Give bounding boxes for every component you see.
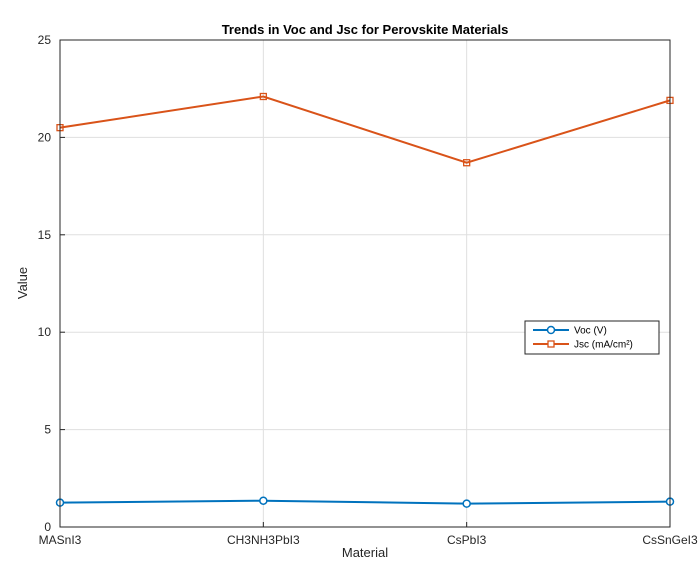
legend: Voc (V) Jsc (mA/cm²) bbox=[524, 320, 660, 355]
y-tick-label: 0 bbox=[44, 520, 51, 534]
legend-label: Jsc (mA/cm²) bbox=[574, 340, 633, 351]
x-tick-label: CsPbI3 bbox=[447, 533, 487, 547]
legend-entries: Voc (V) Jsc (mA/cm²) bbox=[533, 326, 633, 351]
data-point-square bbox=[463, 159, 471, 167]
y-tick-label: 20 bbox=[38, 130, 52, 144]
data-point-circle bbox=[462, 499, 471, 508]
plot-area bbox=[60, 40, 670, 527]
plot-border bbox=[59, 39, 671, 528]
x-tick-label: CH3NH3PbI3 bbox=[227, 533, 300, 547]
y-tick-label: 25 bbox=[38, 33, 52, 47]
y-tick-label: 15 bbox=[38, 228, 52, 242]
x-axis-label: Material bbox=[342, 545, 388, 560]
legend-box bbox=[524, 320, 660, 355]
y-axis-ticks: 0 5 10 15 20 25 bbox=[38, 33, 65, 534]
data-point-square bbox=[259, 92, 267, 101]
series-line-0 bbox=[59, 499, 671, 505]
chart-title: Trends in Voc and Jsc for Perovskite Mat… bbox=[222, 22, 509, 37]
x-axis-ticks: MASnI3 CH3NH3PbI3 CsPbI3 CsSnGeI3 bbox=[39, 522, 698, 547]
legend-label: Voc (V) bbox=[574, 326, 607, 337]
series-line-1 bbox=[59, 95, 671, 164]
y-axis-label: Value bbox=[15, 267, 30, 299]
x-tick-label: MASnI3 bbox=[39, 533, 82, 547]
legend-marker-square bbox=[547, 340, 555, 348]
grid-lines bbox=[60, 40, 670, 527]
x-tick-label: CsSnGeI3 bbox=[642, 533, 698, 547]
y-tick-label: 5 bbox=[44, 423, 51, 437]
y-tick-label: 10 bbox=[38, 325, 52, 339]
legend-marker-circle bbox=[546, 325, 556, 335]
data-point-circle bbox=[259, 496, 268, 505]
